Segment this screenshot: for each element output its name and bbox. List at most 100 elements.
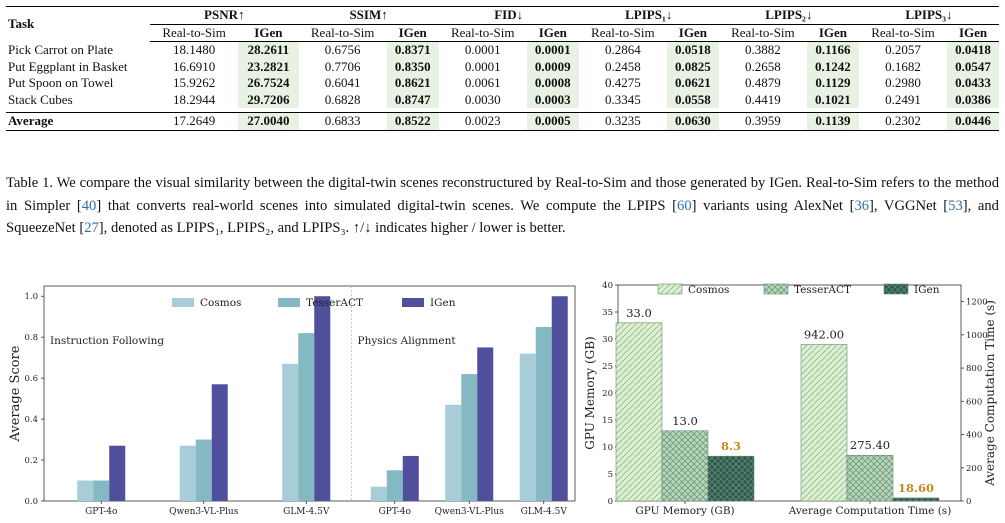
metric-value-cell: 0.6041 xyxy=(324,75,361,91)
psnr-header: PSNR↑ xyxy=(150,6,299,25)
legend-label: Cosmos xyxy=(200,297,241,309)
bar-tesseract xyxy=(195,439,212,501)
metric-value-cell: 0.1021 xyxy=(806,91,859,108)
citation-link[interactable]: 40 xyxy=(81,197,97,214)
caption-text: ] that converts real-world scenes into s… xyxy=(96,197,678,214)
y-tick-label: 0.6 xyxy=(24,374,38,384)
bar-tesseract xyxy=(386,470,403,501)
x-tick-label: GPT-4o xyxy=(379,507,411,517)
metric-value-cell: 16.6910 xyxy=(172,58,216,74)
metric-value-cell: 0.2980 xyxy=(885,75,921,91)
metric-value-cell: 0.4879 xyxy=(745,75,781,91)
table-row: Put Eggplant in Basket 16.6910 23.2821 0.77… xyxy=(6,58,999,75)
y-tick-label-left: 35 xyxy=(602,308,613,318)
igen-subheader: IGen xyxy=(806,24,859,42)
bar-igen xyxy=(109,445,126,501)
y-tick-label-right: 200 xyxy=(966,464,982,474)
lpips3-header: LPIPS₃↓ xyxy=(858,6,999,25)
citation-link[interactable]: 27 xyxy=(84,220,99,236)
y-tick-label: 1.0 xyxy=(24,292,38,302)
metric-value-cell: 0.8747 xyxy=(386,91,439,108)
citation-link[interactable]: 53 xyxy=(948,197,963,214)
igen-subheader: IGen xyxy=(386,24,439,42)
metric-value-cell: 0.0547 xyxy=(947,58,999,75)
table-caption: Table 1. We compare the visual similarit… xyxy=(6,172,999,240)
caption-text: ], and SqueezeNet [ xyxy=(6,197,999,237)
metric-value-cell: 0.0518 xyxy=(666,41,719,59)
bar-igen xyxy=(314,296,331,501)
task-name-cell: Put Eggplant in Basket xyxy=(8,58,128,74)
legend-label: IGen xyxy=(914,284,940,296)
bar-value-label: 275.40 xyxy=(850,438,890,452)
bar-cosmos xyxy=(445,404,462,501)
table-header-row: Task PSNR↑ SSIM↑ FID↓ LPIPS₁↓ LPIPS₂↓ LP… xyxy=(6,6,999,42)
metric-value-cell: 0.0386 xyxy=(947,91,999,108)
citation-link[interactable]: 36 xyxy=(854,197,870,214)
bar-cosmos xyxy=(370,486,387,501)
task-name-cell: Put Spoon on Towel xyxy=(8,75,114,91)
metric-value-cell: 28.2611 xyxy=(238,41,299,59)
metric-value-cell: 0.0008 xyxy=(526,75,579,92)
metric-value-cell: 0.6833 xyxy=(298,112,387,131)
y-tick-label: 0.0 xyxy=(24,497,38,507)
metric-value-cell: 0.6828 xyxy=(324,91,361,107)
citation-link[interactable]: 60 xyxy=(677,197,692,214)
bar-igen xyxy=(402,455,419,501)
metric-value-cell: 0.1166 xyxy=(806,41,859,59)
lpips1-header: LPIPS₁↓ xyxy=(578,6,719,25)
y-tick-label-left: 0 xyxy=(608,497,613,507)
legend-label: TesserACT xyxy=(306,297,363,309)
y-axis-label-left: GPU Memory (GB) xyxy=(583,336,597,449)
bar-tesseract xyxy=(461,374,478,501)
y-tick-label-right: 1000 xyxy=(966,331,988,341)
legend-swatch xyxy=(402,298,424,307)
metric-value-cell: 0.0621 xyxy=(666,75,719,92)
task-name-cell: Average xyxy=(6,112,150,131)
metric-value-cell: 0.2057 xyxy=(885,42,921,58)
bar-cosmos xyxy=(615,322,663,502)
legend-label: Cosmos xyxy=(688,284,729,296)
y-tick-label-left: 5 xyxy=(608,470,613,480)
metric-value-cell: 0.8621 xyxy=(386,75,439,92)
real-to-sim-subheader: Real-to-Sim xyxy=(438,24,527,42)
metric-value-cell: 0.0630 xyxy=(666,112,719,131)
fid-header: FID↓ xyxy=(438,6,579,25)
x-tick-label: Qwen3-VL-Plus xyxy=(169,507,239,517)
metric-value-cell: 0.0005 xyxy=(526,112,579,131)
lpips2-header: LPIPS₂↓ xyxy=(718,6,859,25)
y-tick-label-right: 0 xyxy=(966,497,971,507)
y-tick-label: 0.2 xyxy=(24,456,38,466)
y-tick-label-left: 25 xyxy=(602,362,613,372)
metric-value-cell: 0.4275 xyxy=(604,75,641,91)
x-tick-label: Average Computation Time (s) xyxy=(788,505,952,517)
bar-value-label: 13.0 xyxy=(672,414,698,428)
metric-value-cell: 0.0001 xyxy=(526,41,579,59)
x-tick-label: GPT-4o xyxy=(85,507,117,517)
metric-value-cell: 0.0446 xyxy=(947,112,999,131)
real-to-sim-subheader: Real-to-Sim xyxy=(150,24,239,42)
metric-value-cell: 0.1242 xyxy=(806,58,859,75)
real-to-sim-subheader: Real-to-Sim xyxy=(578,24,667,42)
metric-value-cell: 18.1480 xyxy=(172,42,216,58)
metric-value-cell: 0.3345 xyxy=(604,91,641,107)
metric-value-cell: 0.1682 xyxy=(885,58,921,74)
x-tick-label: Qwen3-VL-Plus xyxy=(435,507,505,517)
caption-text: Table 1. We compare the visual similarit… xyxy=(6,175,999,214)
bar-igen xyxy=(707,455,755,502)
bar-value-label: 18.60 xyxy=(898,481,934,495)
bar-value-label: 33.0 xyxy=(626,306,652,320)
legend-label: IGen xyxy=(430,297,456,309)
y-tick-label-left: 40 xyxy=(602,281,613,291)
task-name-cell: Stack Cubes xyxy=(8,91,73,107)
y-tick-label-left: 15 xyxy=(602,416,613,426)
legend-swatch xyxy=(883,283,909,295)
legend-swatch xyxy=(763,283,789,295)
resource-bar-chart: 0510152025303540020040060080010001200GPU… xyxy=(583,281,997,517)
table-row: Pick Carrot on Plate 18.1480 28.2611 0.6756… xyxy=(6,41,999,59)
legend-swatch xyxy=(657,283,683,295)
bar-igen xyxy=(211,384,228,501)
y-tick-label-right: 600 xyxy=(966,397,982,407)
metric-value-cell: 27.0040 xyxy=(238,112,299,131)
x-tick-label: GPU Memory (GB) xyxy=(635,505,734,517)
metric-value-cell: 0.2658 xyxy=(745,58,781,74)
